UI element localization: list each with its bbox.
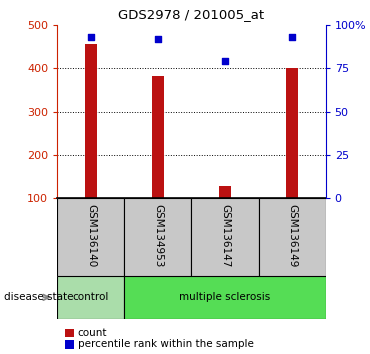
Text: GSM136149: GSM136149	[287, 205, 297, 268]
Title: GDS2978 / 201005_at: GDS2978 / 201005_at	[118, 8, 265, 21]
Bar	[152, 76, 164, 198]
Bar	[57, 276, 124, 319]
Bar	[192, 198, 259, 276]
Text: multiple sclerosis: multiple sclerosis	[179, 292, 270, 302]
Bar	[57, 198, 124, 276]
Point	[88, 34, 94, 40]
Bar	[85, 44, 97, 198]
Point	[289, 34, 295, 40]
Bar	[65, 340, 74, 349]
Text: GSM136147: GSM136147	[220, 205, 230, 268]
Bar	[259, 198, 326, 276]
Bar	[124, 276, 326, 319]
Text: disease state: disease state	[4, 292, 73, 302]
Point	[155, 36, 161, 41]
Text: control: control	[73, 292, 109, 302]
Text: GSM136140: GSM136140	[86, 205, 96, 268]
Bar	[65, 329, 74, 337]
Bar	[219, 186, 231, 198]
Text: count: count	[78, 328, 107, 338]
Text: GSM134953: GSM134953	[153, 205, 163, 268]
Text: percentile rank within the sample: percentile rank within the sample	[78, 339, 253, 349]
Bar	[286, 68, 298, 198]
Bar	[124, 198, 192, 276]
Point	[222, 58, 228, 64]
